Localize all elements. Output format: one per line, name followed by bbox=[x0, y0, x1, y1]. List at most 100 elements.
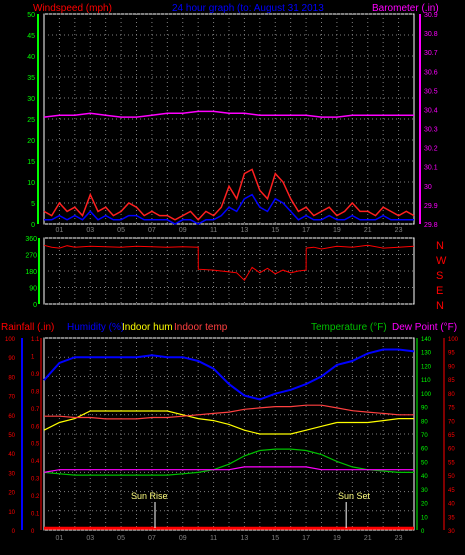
series-line bbox=[43, 410, 414, 435]
x-tick-label: 03 bbox=[86, 535, 94, 542]
humidity-tick-label: 40 bbox=[8, 452, 15, 458]
direction-tick-label: 360 bbox=[25, 236, 37, 243]
dewpoint-tick-label: 95 bbox=[448, 351, 455, 357]
windspeed-tick-label: 35 bbox=[27, 75, 35, 82]
x-tick-label: 03 bbox=[86, 227, 94, 234]
barometer-tick-label: 30.9 bbox=[424, 12, 438, 19]
direction-tick-label: 180 bbox=[25, 269, 37, 276]
dewpoint-tick-label: 60 bbox=[448, 447, 455, 453]
barometer-tick-label: 30.8 bbox=[424, 31, 438, 38]
temperature-tick-label: 10 bbox=[421, 515, 428, 521]
dewpoint-tick-label: 85 bbox=[448, 378, 455, 384]
windspeed-line bbox=[43, 168, 415, 221]
dewpoint-tick-label: 55 bbox=[448, 460, 455, 466]
temperature-tick-label: 80 bbox=[421, 419, 428, 425]
rainfall-tick-label: 0.4 bbox=[31, 459, 40, 465]
barometer-tick-label: 30.3 bbox=[424, 127, 438, 134]
humidity-tick-label: 0 bbox=[12, 529, 16, 535]
x-tick-label: 15 bbox=[271, 227, 279, 234]
humidity-tick-label: 100 bbox=[5, 337, 16, 343]
dewpoint-tick-label: 80 bbox=[448, 392, 455, 398]
compass-label: W bbox=[436, 255, 447, 267]
x-tick-label: 05 bbox=[117, 227, 125, 234]
wind-direction-line bbox=[43, 244, 415, 281]
barometer-tick-label: 30.1 bbox=[424, 165, 438, 172]
temperature-axis-title: Temperature (°F) bbox=[311, 322, 387, 333]
rainfall-tick-label: 0.1 bbox=[31, 512, 40, 518]
dewpoint-tick-label: 35 bbox=[448, 515, 455, 521]
direction-tick-label: 270 bbox=[25, 253, 37, 260]
windspeed-tick-label: 50 bbox=[27, 12, 35, 19]
x-tick-label: 17 bbox=[302, 535, 310, 542]
x-tick-label: 05 bbox=[117, 535, 125, 542]
humidity-tick-label: 30 bbox=[8, 471, 15, 477]
temperature-tick-label: 130 bbox=[421, 351, 432, 357]
series-line bbox=[43, 348, 415, 401]
dewpoint-tick-label: 40 bbox=[448, 502, 455, 508]
temperature-tick-label: 20 bbox=[421, 502, 428, 508]
barometer-tick-label: 29.8 bbox=[424, 222, 438, 229]
series-line bbox=[43, 466, 414, 473]
indoor-temp-legend: Indoor temp bbox=[174, 322, 228, 333]
temperature-tick-label: 70 bbox=[421, 433, 428, 439]
series-line bbox=[43, 448, 414, 476]
dewpoint-tick-label: 45 bbox=[448, 488, 455, 494]
sun-rise-label: Sun Rise bbox=[131, 491, 168, 501]
x-tick-label: 19 bbox=[333, 535, 341, 542]
barometer-tick-label: 30 bbox=[424, 184, 432, 191]
barometer-tick-label: 30.7 bbox=[424, 50, 438, 57]
humidity-tick-label: 70 bbox=[8, 395, 15, 401]
barometer-tick-label: 30.2 bbox=[424, 146, 438, 153]
compass-label: S bbox=[436, 270, 443, 282]
rainfall-tick-label: 0 bbox=[31, 529, 35, 535]
windspeed-tick-label: 15 bbox=[27, 159, 35, 166]
dewpoint-tick-label: 70 bbox=[448, 419, 455, 425]
x-tick-label: 11 bbox=[210, 227, 217, 234]
temperature-tick-label: 30 bbox=[421, 488, 428, 494]
temperature-tick-label: 120 bbox=[421, 364, 432, 370]
barometer-tick-label: 30.6 bbox=[424, 69, 438, 76]
x-tick-label: 09 bbox=[179, 535, 187, 542]
barometer-axis-title: Barometer (.in) bbox=[372, 3, 439, 14]
x-tick-label: 09 bbox=[179, 227, 187, 234]
x-tick-label: 07 bbox=[148, 227, 156, 234]
windspeed-tick-label: 45 bbox=[27, 33, 35, 40]
rainfall-tick-label: 0.2 bbox=[31, 494, 40, 500]
x-tick-label: 01 bbox=[56, 535, 64, 542]
humidity-tick-label: 20 bbox=[8, 491, 15, 497]
x-tick-label: 23 bbox=[395, 535, 403, 542]
temperature-tick-label: 100 bbox=[421, 392, 432, 398]
windspeed-tick-label: 20 bbox=[27, 138, 35, 145]
temperature-tick-label: 90 bbox=[421, 406, 428, 412]
rainfall-tick-label: 0.5 bbox=[31, 442, 40, 448]
x-tick-label: 07 bbox=[148, 535, 156, 542]
rainfall-tick-label: 1 bbox=[31, 354, 35, 360]
rainfall-axis-title: Rainfall (.in) bbox=[1, 322, 54, 333]
dewpoint-tick-label: 30 bbox=[448, 529, 455, 535]
humidity-tick-label: 90 bbox=[8, 356, 15, 362]
x-tick-label: 11 bbox=[210, 535, 217, 542]
x-tick-label: 13 bbox=[241, 535, 249, 542]
humidity-tick-label: 80 bbox=[8, 375, 15, 381]
graph-title: 24 hour graph (to: August 31 2013 bbox=[172, 3, 324, 14]
dewpoint-tick-label: 65 bbox=[448, 433, 455, 439]
x-tick-label: 21 bbox=[364, 227, 372, 234]
dewpoint-tick-label: 90 bbox=[448, 364, 455, 370]
grid-lines bbox=[44, 13, 414, 531]
windgust-line bbox=[44, 193, 414, 225]
windspeed-tick-label: 10 bbox=[27, 180, 35, 187]
humidity-tick-label: 10 bbox=[8, 510, 15, 516]
x-tick-label: 13 bbox=[241, 227, 249, 234]
windspeed-tick-label: 0 bbox=[31, 222, 35, 229]
humidity-tick-label: 60 bbox=[8, 414, 15, 420]
dewpoint-tick-label: 75 bbox=[448, 406, 455, 412]
rainfall-tick-label: 1.1 bbox=[31, 337, 40, 343]
sun-set-label: Sun Set bbox=[338, 491, 371, 501]
windspeed-tick-label: 5 bbox=[31, 201, 35, 208]
temperature-tick-label: 50 bbox=[421, 460, 428, 466]
rainfall-tick-label: 0.8 bbox=[31, 389, 40, 395]
barometer-tick-label: 30.5 bbox=[424, 88, 438, 95]
series-line bbox=[44, 404, 414, 420]
